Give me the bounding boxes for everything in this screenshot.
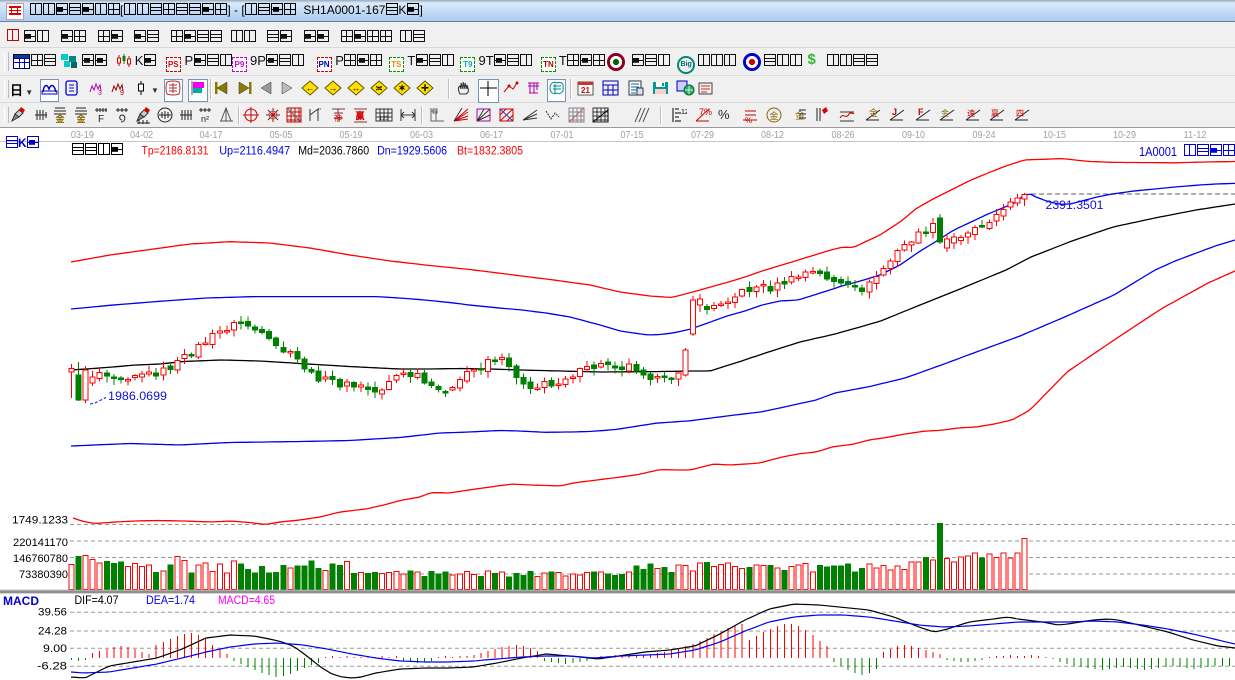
svg-text:07-01: 07-01 (551, 130, 574, 141)
svg-text:金: 金 (941, 108, 949, 118)
svg-text:05-19: 05-19 (340, 130, 363, 141)
svg-text:神: 神 (334, 113, 342, 123)
svg-text:7%: 7% (699, 107, 712, 117)
svg-text:速: 速 (967, 109, 975, 118)
svg-text:-6.28: -6.28 (37, 661, 67, 673)
svg-text:123: 123 (681, 109, 687, 116)
svg-text:9.00: 9.00 (43, 643, 67, 655)
svg-text:1986.0699: 1986.0699 (108, 389, 167, 403)
svg-text:220141170: 220141170 (13, 537, 68, 549)
svg-text:DIF=4.07: DIF=4.07 (75, 595, 119, 607)
svg-text:07-15: 07-15 (621, 130, 644, 141)
svg-text:123: 123 (379, 116, 390, 122)
svg-text:2391.3501: 2391.3501 (1046, 198, 1104, 212)
svg-text:Dn=1929.5606: Dn=1929.5606 (377, 146, 447, 158)
svg-text:金: 金 (54, 113, 65, 124)
svg-text:≍: ≍ (375, 83, 383, 93)
svg-text:21: 21 (581, 86, 590, 95)
svg-text:Tp=2186.8131: Tp=2186.8131 (142, 146, 209, 158)
svg-text:金: 金 (795, 109, 805, 122)
svg-text:MACD=4.65: MACD=4.65 (218, 595, 275, 607)
svg-text:07-29: 07-29 (691, 130, 714, 141)
svg-text:10-29: 10-29 (1113, 130, 1136, 141)
svg-text:09-24: 09-24 (973, 130, 996, 141)
svg-text:73380390: 73380390 (19, 569, 68, 581)
svg-text:09-10: 09-10 (902, 130, 925, 141)
svg-text:→: → (329, 83, 338, 93)
svg-text:✶: ✶ (398, 83, 406, 93)
svg-text:赢: 赢 (991, 108, 999, 118)
svg-text:四: 四 (1016, 109, 1024, 118)
svg-text:04-17: 04-17 (200, 130, 223, 141)
svg-text:04-02: 04-02 (130, 130, 153, 141)
svg-text:1749.1233: 1749.1233 (12, 515, 68, 527)
svg-text:11-12: 11-12 (1184, 130, 1207, 141)
svg-text:↔: ↔ (352, 83, 361, 93)
svg-text:DEA=1.74: DEA=1.74 (146, 595, 196, 607)
svg-text:": " (318, 107, 321, 116)
svg-text:39.56: 39.56 (38, 607, 67, 619)
svg-text:05-05: 05-05 (270, 130, 293, 141)
svg-text:✛: ✛ (421, 83, 429, 93)
svg-text:1A0001: 1A0001 (1139, 145, 1177, 159)
svg-text:Bt=1832.3805: Bt=1832.3805 (457, 146, 523, 158)
svg-text:n²: n² (201, 114, 209, 124)
svg-text:08-26: 08-26 (832, 130, 855, 141)
svg-text:06-17: 06-17 (480, 130, 503, 141)
svg-text:3: 3 (98, 90, 102, 96)
svg-text:Md=2036.7860: Md=2036.7860 (298, 146, 369, 158)
svg-text:03-19: 03-19 (71, 130, 94, 141)
svg-text:金: 金 (869, 107, 878, 118)
svg-text:10-15: 10-15 (1043, 130, 1066, 141)
svg-text:←: ← (306, 83, 315, 93)
svg-text:F: F (918, 107, 924, 117)
svg-text:%: % (745, 116, 752, 124)
svg-text:赢: 赢 (355, 110, 364, 121)
svg-text:24.28: 24.28 (38, 626, 67, 638)
svg-text:J: J (892, 107, 897, 117)
svg-text:F: F (98, 114, 104, 124)
svg-text:金: 金 (769, 110, 778, 121)
svg-text:08-12: 08-12 (761, 130, 784, 141)
svg-text:Up=2116.4947: Up=2116.4947 (219, 146, 290, 158)
svg-text:金: 金 (75, 113, 86, 124)
svg-text:06-03: 06-03 (410, 130, 433, 141)
svg-text:146760780: 146760780 (13, 553, 68, 565)
svg-text:9: 9 (120, 90, 124, 96)
